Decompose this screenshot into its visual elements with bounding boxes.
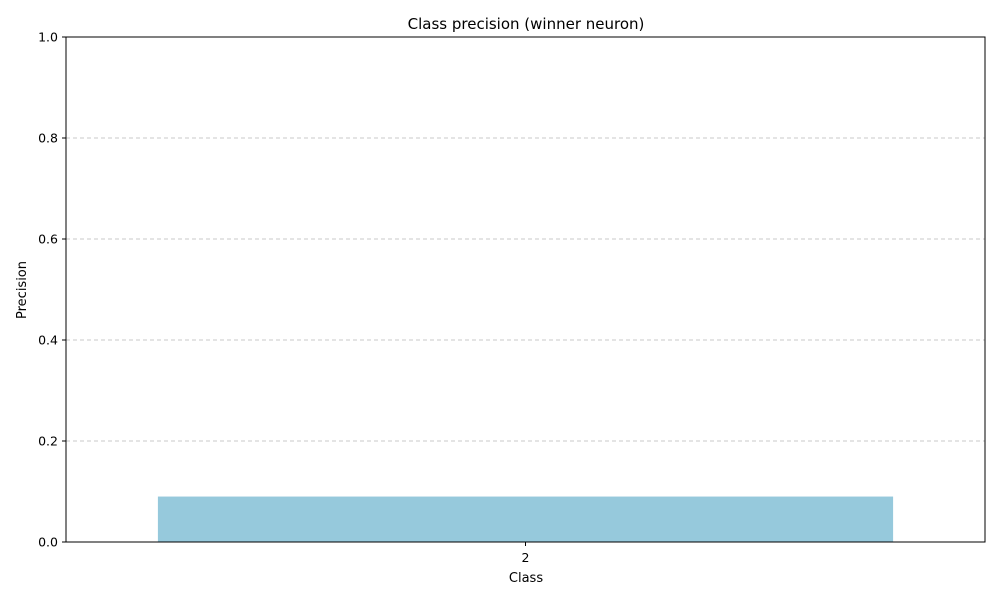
y-tick-label: 0.8: [38, 131, 58, 146]
y-tick-label: 0.6: [38, 232, 58, 247]
plot-frame: [65, 36, 986, 543]
bars: [157, 496, 894, 542]
y-axis-ticks: 0.0 0.2 0.4 0.6 0.8 1.0: [38, 30, 66, 550]
y-tick-label: 1.0: [38, 30, 58, 45]
x-tick-label: 2: [522, 550, 530, 565]
y-tick-label: 0.2: [38, 434, 58, 449]
bar: [157, 496, 894, 542]
x-axis-label: Class: [509, 571, 543, 586]
x-axis-ticks: 2: [522, 542, 530, 565]
y-tick-label: 0.0: [38, 535, 58, 550]
grid-lines: [66, 137, 985, 442]
y-tick-label: 0.4: [38, 333, 58, 348]
y-axis-label: Precision: [15, 261, 30, 319]
chart-title: Class precision (winner neuron): [408, 15, 645, 33]
